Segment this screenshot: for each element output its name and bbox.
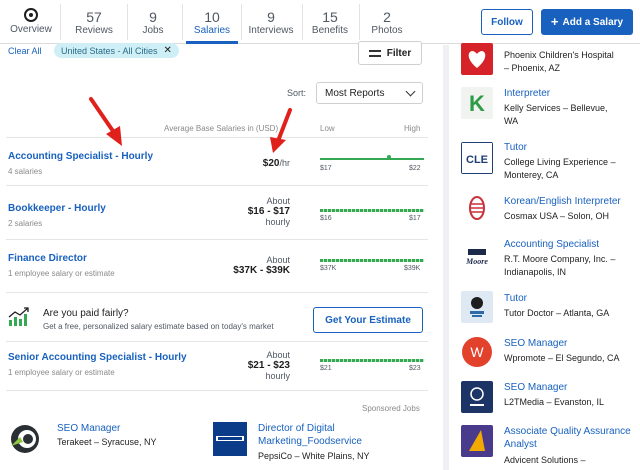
phoenix-childrens-logo: [461, 43, 493, 75]
salary-job-title[interactable]: Finance Director: [8, 253, 87, 264]
sponsored-jobs-label: Sponsored Jobs: [362, 404, 420, 413]
range-low-label: $16: [320, 215, 332, 222]
overview-icon: [24, 8, 38, 22]
l2tmedia-logo: [461, 381, 493, 413]
company-nav-bar: Overview 57 Reviews 9 Jobs 10 Salaries 9…: [0, 0, 640, 44]
sponsored-job-title[interactable]: SEO Manager: [57, 423, 121, 434]
filter-button[interactable]: Filter: [358, 41, 422, 65]
chevron-down-icon: [405, 86, 416, 97]
kelly-services-logo: K: [461, 87, 493, 119]
sort-dropdown[interactable]: Most Reports: [316, 82, 423, 104]
salary-amount: About $37K - $39K: [233, 255, 290, 276]
wpromote-logo: W: [462, 337, 492, 367]
sponsored-job-company: Terakeet – Syracuse, NY: [57, 437, 157, 447]
red-arrow-annotation: [89, 97, 122, 146]
salary-job-title[interactable]: Accounting Specialist - Hourly: [8, 151, 154, 162]
salary-amount: About $16 - $17 hourly: [247, 196, 290, 227]
cle-logo: CLE: [461, 142, 493, 174]
sidebar-job-title[interactable]: SEO Manager: [504, 382, 568, 393]
salary-amount: $20/hr: [262, 158, 290, 169]
tab-salaries[interactable]: 10 Salaries: [186, 0, 238, 44]
location-filter-chip[interactable]: United States - All Cities ✕: [54, 43, 179, 58]
similar-jobs-sidebar: Phoenix Children's Hospital – Phoenix, A…: [449, 43, 640, 470]
sidebar-job-title[interactable]: Interpreter: [504, 88, 551, 99]
svg-text:Moore: Moore: [465, 257, 488, 266]
range-low-label: $37K: [320, 265, 337, 272]
red-arrow-annotation: [270, 108, 292, 153]
trend-chart-icon: [8, 307, 29, 326]
tab-reviews[interactable]: 57 Reviews: [75, 9, 113, 36]
tab-benefits[interactable]: 15 Benefits: [311, 9, 349, 36]
sidebar-job-title[interactable]: Tutor: [504, 293, 527, 304]
sidebar-job-title[interactable]: Korean/English Interpreter: [504, 196, 621, 207]
clear-all-link[interactable]: Clear All: [8, 46, 42, 56]
high-header: High: [404, 124, 421, 133]
sidebar-job-title[interactable]: Associate Quality Assurance Analyst: [504, 426, 631, 450]
tab-jobs[interactable]: 9 Jobs: [142, 9, 164, 36]
salary-range-bar: [320, 259, 424, 263]
range-high-label: $23: [409, 365, 421, 372]
tab-interviews[interactable]: 9 Interviews: [248, 9, 294, 36]
low-header: Low: [320, 124, 335, 133]
rt-moore-logo: Moore: [461, 240, 493, 272]
sponsored-job-company: PepsiCo – White Plains, NY: [258, 451, 370, 461]
close-icon[interactable]: ✕: [163, 45, 172, 56]
salary-count: 2 salaries: [8, 219, 43, 228]
tutor-doctor-logo: [461, 291, 493, 323]
sort-label: Sort:: [287, 88, 307, 98]
salary-range-bar: [320, 359, 424, 363]
pepsico-logo[interactable]: [213, 422, 247, 456]
paid-fairly-title: Are you paid fairly?: [43, 308, 129, 319]
range-high-label: $22: [409, 165, 421, 172]
sponsored-job-title[interactable]: Director of Digital Marketing_Foodservic…: [258, 423, 362, 447]
salary-count: 1 employee salary or estimate: [8, 368, 115, 377]
salary-range-marker: [387, 155, 391, 159]
sidebar-job-title[interactable]: SEO Manager: [504, 338, 568, 349]
tab-photos[interactable]: 2 Photos: [371, 9, 403, 36]
salary-amount: About $21 - $23 hourly: [247, 350, 290, 381]
salary-count: 1 employee salary or estimate: [8, 269, 115, 278]
range-high-label: $39K: [404, 265, 421, 272]
salary-job-title[interactable]: Bookkeeper - Hourly: [8, 203, 106, 214]
plus-icon: +: [550, 14, 559, 29]
sidebar-job-title[interactable]: Accounting Specialist: [504, 239, 600, 250]
salary-count: 4 salaries: [8, 167, 43, 176]
filter-icon: [368, 49, 381, 58]
column-divider: [443, 45, 449, 470]
range-high-label: $17: [409, 215, 421, 222]
salaries-panel: Clear All United States - All Cities ✕ F…: [0, 41, 440, 470]
salary-range-bar: [320, 209, 424, 213]
cosmax-logo: [461, 192, 493, 224]
tab-overview[interactable]: Overview: [4, 0, 58, 44]
sidebar-job-title[interactable]: Tutor: [504, 142, 527, 153]
follow-button[interactable]: Follow: [481, 9, 533, 35]
salary-range-bar: [320, 155, 424, 162]
svg-text:W: W: [470, 344, 484, 360]
salary-job-title[interactable]: Senior Accounting Specialist - Hourly: [8, 352, 187, 363]
paid-fairly-subtitle: Get a free, personalized salary estimate…: [43, 322, 274, 331]
add-salary-button[interactable]: + Add a Salary: [541, 9, 633, 35]
range-low-label: $21: [320, 365, 332, 372]
svg-text:K: K: [469, 91, 485, 116]
svg-text:CLE: CLE: [466, 154, 488, 166]
advicent-logo: [461, 425, 493, 457]
range-low-label: $17: [320, 165, 332, 172]
get-estimate-button[interactable]: Get Your Estimate: [313, 307, 423, 333]
avg-salary-header: Average Base Salaries in (USD): [164, 124, 279, 133]
terakeet-logo[interactable]: [8, 422, 42, 456]
